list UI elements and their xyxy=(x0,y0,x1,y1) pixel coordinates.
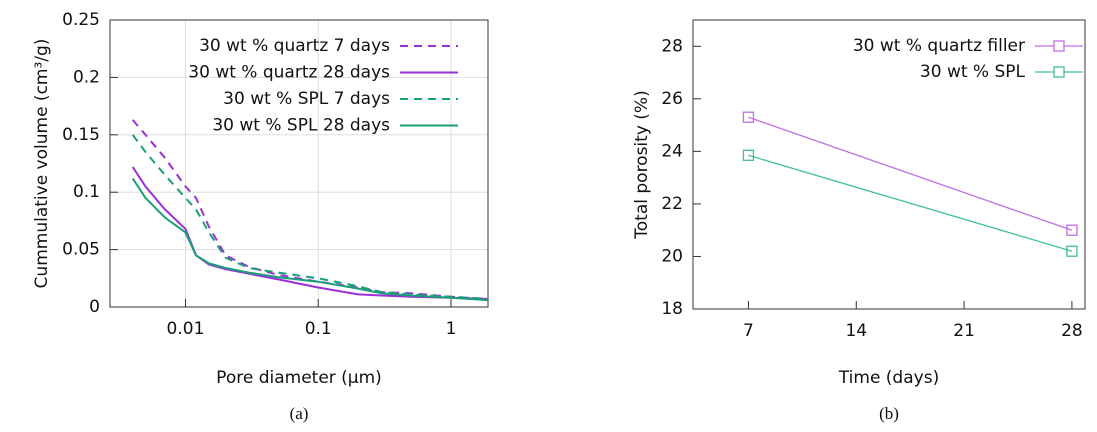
legend-label: 30 wt % quartz 28 days xyxy=(188,63,390,83)
y-tick-label: 0.05 xyxy=(62,240,100,260)
legend-label: 30 wt % SPL 28 days xyxy=(212,116,390,136)
x-tick-label: 14 xyxy=(845,321,867,341)
x-tick-label: 0.01 xyxy=(167,319,205,339)
x-axis-label: Pore diameter (µm) xyxy=(216,368,382,388)
series-line xyxy=(748,154,1073,252)
y-tick-label: 24 xyxy=(661,141,683,161)
y-tick-label: 0.2 xyxy=(73,67,100,87)
marker xyxy=(1066,224,1078,236)
y-tick-label: 18 xyxy=(661,299,683,319)
caption: (a) xyxy=(290,404,309,423)
x-tick-label: 21 xyxy=(953,321,975,341)
x-axis-label: Time (days) xyxy=(838,368,939,388)
y-tick-label: 20 xyxy=(661,246,683,266)
legend-label: 30 wt % quartz filler xyxy=(853,36,1025,56)
x-tick-label: 7 xyxy=(743,321,754,341)
y-tick-label: 0.25 xyxy=(62,10,100,30)
marker xyxy=(1066,245,1078,257)
marker xyxy=(742,149,755,161)
x-tick-label: 28 xyxy=(1061,321,1083,341)
legend-marker xyxy=(1053,40,1065,52)
y-tick-label: 28 xyxy=(661,36,683,56)
series-line xyxy=(131,134,489,300)
y-tick-label: 0.1 xyxy=(73,182,100,202)
plot-frame xyxy=(109,19,489,308)
marker xyxy=(742,111,755,123)
x-tick-label: 1 xyxy=(446,319,457,339)
plot-frame xyxy=(692,19,1086,310)
series-line xyxy=(131,177,489,302)
legend-marker xyxy=(1053,66,1065,78)
y-tick-label: 0.15 xyxy=(62,125,100,145)
series-line xyxy=(748,116,1073,231)
legend-label: 30 wt % SPL 7 days xyxy=(223,89,390,109)
y-tick-label: 26 xyxy=(661,89,683,109)
legend-label: 30 wt % quartz 7 days xyxy=(199,36,390,56)
series-line xyxy=(131,119,489,300)
series-line xyxy=(131,166,489,300)
y-axis-label: Total porosity (%) xyxy=(632,90,652,239)
y-axis-label: Cummulative volume (cm³/g) xyxy=(32,39,52,289)
x-tick-label: 0.1 xyxy=(305,319,332,339)
y-tick-label: 22 xyxy=(661,194,683,214)
y-tick-label: 0 xyxy=(89,297,100,317)
legend-label: 30 wt % SPL xyxy=(920,62,1026,82)
caption: (b) xyxy=(879,404,899,423)
